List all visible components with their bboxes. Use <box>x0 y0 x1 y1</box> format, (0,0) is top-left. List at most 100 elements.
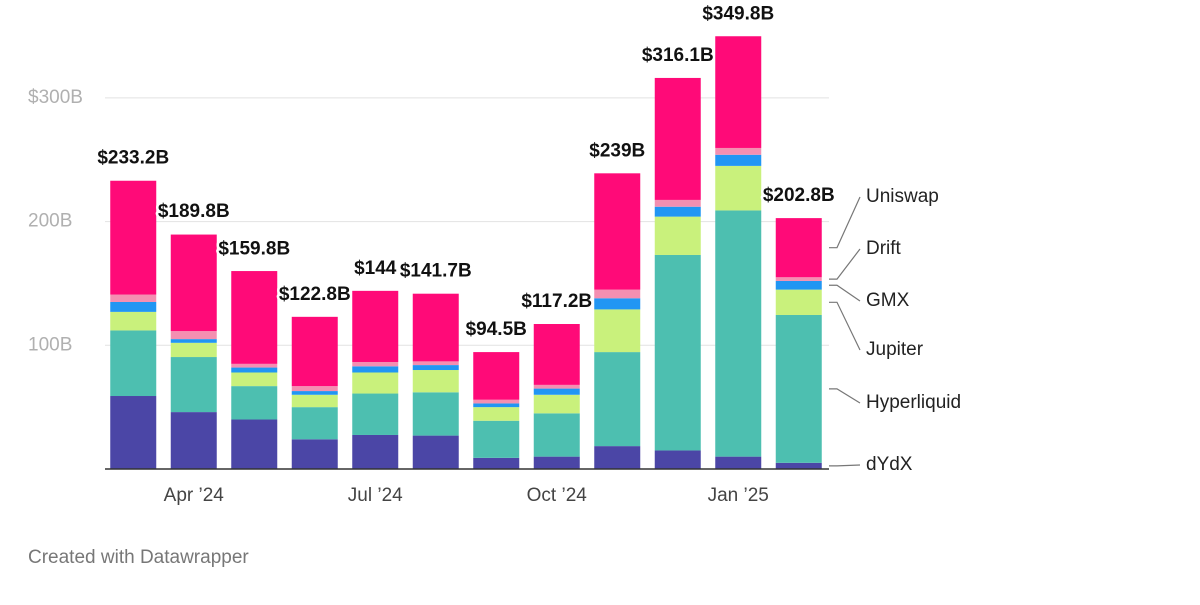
legend-connector <box>829 301 861 351</box>
bar-segment <box>352 366 399 373</box>
legend-connector <box>829 196 861 249</box>
bar-segment <box>412 370 459 393</box>
credit: Created with Datawrapper <box>28 547 249 568</box>
bar-segment <box>110 396 157 469</box>
bar-segment <box>170 342 217 358</box>
bar-segment <box>533 388 580 395</box>
y-tick-label: 100B <box>28 334 72 355</box>
total-label: $94.5B <box>466 319 527 340</box>
bar-segment <box>533 413 580 457</box>
bar-segment <box>533 324 580 385</box>
total-label: $117.2B <box>521 291 592 312</box>
bar-segment <box>594 298 641 310</box>
legend-label: Jupiter <box>866 339 924 360</box>
bar-segment <box>473 457 520 469</box>
bar-segment <box>291 386 338 392</box>
x-tick-label: Oct ’24 <box>527 485 588 506</box>
bar-segment <box>231 419 278 469</box>
bar-segment <box>110 180 157 295</box>
bar-segment <box>775 218 822 278</box>
bar-segment <box>231 372 278 387</box>
bar-segment <box>715 36 762 148</box>
bar-segment <box>170 357 217 413</box>
legend-label: dYdX <box>866 454 913 475</box>
total-label: $239B <box>589 140 645 161</box>
total-label: $122.8B <box>279 284 351 305</box>
total-label: $159.8B <box>218 238 290 259</box>
bar-segment <box>412 365 459 371</box>
bar-segment <box>715 165 762 211</box>
bar-segment <box>291 394 338 408</box>
bar-segment <box>170 339 217 343</box>
bar-segment <box>291 439 338 469</box>
bar-segment <box>352 361 399 367</box>
bar-segment <box>654 254 701 451</box>
bar-segment <box>533 456 580 469</box>
bar-segment <box>594 309 641 353</box>
bar-segment <box>110 330 157 397</box>
bar-segment <box>715 147 762 155</box>
bar-segment <box>715 154 762 166</box>
bar-segment <box>654 199 701 207</box>
bar-segment <box>352 393 399 435</box>
total-label: $202.8B <box>763 185 835 206</box>
legend-connector <box>829 464 861 467</box>
bar-segment <box>775 277 822 281</box>
legend-connector <box>829 284 861 302</box>
bar-segment <box>231 367 278 373</box>
bar-segment <box>654 216 701 255</box>
total-label: $233.2B <box>97 148 169 169</box>
total-label: $189.8B <box>158 201 230 222</box>
bar-segment <box>291 316 338 387</box>
bar-segment <box>473 420 520 458</box>
y-tick-label: $300B <box>28 87 83 108</box>
bar-segment <box>110 294 157 302</box>
bar-segment <box>533 394 580 414</box>
legend-label: Drift <box>866 238 902 259</box>
bar-segment <box>110 301 157 312</box>
bar-segment <box>473 399 520 404</box>
bar-segment <box>594 173 641 290</box>
bar-segment <box>715 456 762 469</box>
bar-segment <box>412 392 459 436</box>
total-label: $316.1B <box>642 45 714 66</box>
bar-segment <box>170 412 217 469</box>
bar-segment <box>594 352 641 447</box>
x-tick-label: Apr ’24 <box>164 485 225 506</box>
bar-segment <box>594 289 641 299</box>
bar-segment <box>654 77 701 200</box>
bar-segment <box>594 446 641 469</box>
bar-segment <box>775 280 822 290</box>
bar-segment <box>231 271 278 364</box>
bar-segment <box>110 311 157 331</box>
bar-segment <box>533 384 580 389</box>
legend-label: Hyperliquid <box>866 392 961 413</box>
bar-segment <box>412 435 459 469</box>
bar-segment <box>715 210 762 457</box>
bar-segment <box>231 363 278 368</box>
bar-segment <box>775 462 822 469</box>
legend-connector <box>829 388 861 404</box>
bar-segment <box>654 206 701 217</box>
bar-segment <box>775 289 822 315</box>
bar-segment <box>775 314 822 463</box>
bar-segment <box>352 372 399 394</box>
total-label: $349.8B <box>702 3 774 24</box>
bar-segment <box>473 352 520 400</box>
bar-segment <box>473 403 520 408</box>
bar-segment <box>170 331 217 340</box>
bar-segment <box>352 290 399 362</box>
x-tick-label: Jan ’25 <box>708 485 769 506</box>
legend-connector <box>829 248 861 280</box>
bar-segment <box>291 407 338 440</box>
legend-label: Uniswap <box>866 186 939 207</box>
bar-segment <box>473 407 520 421</box>
bar-segment <box>412 293 459 362</box>
x-tick-label: Jul ’24 <box>348 485 403 506</box>
bar-segment <box>654 450 701 469</box>
bar-segment <box>412 361 459 366</box>
total-label: $144 <box>354 258 397 279</box>
y-tick-label: 200B <box>28 211 72 232</box>
